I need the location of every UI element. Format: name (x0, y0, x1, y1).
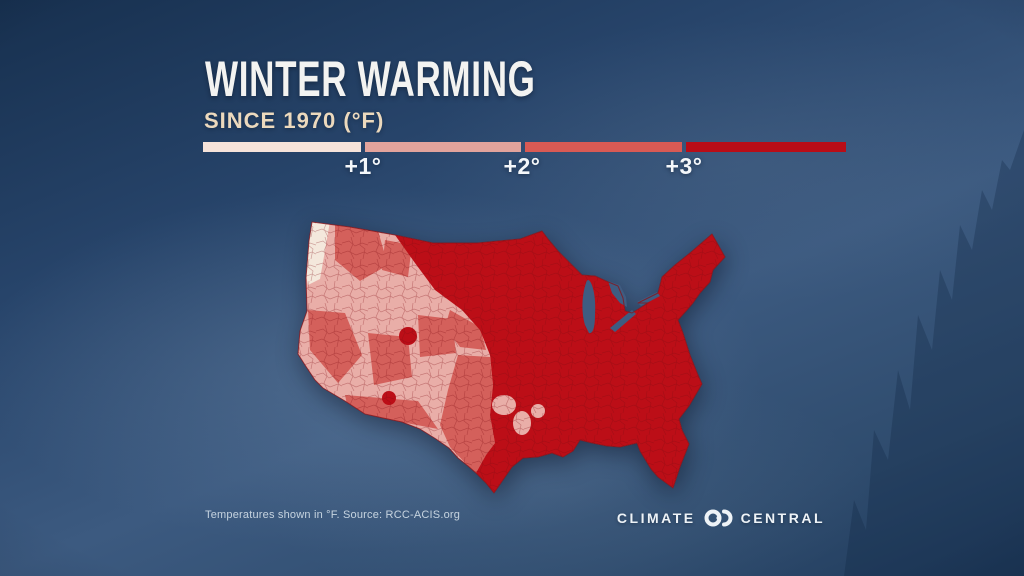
legend-segment-2-3 (525, 142, 682, 152)
climate-central-rings-icon (704, 509, 733, 527)
climate-division-boundaries (298, 222, 725, 493)
legend-tick-plus2: +2° (503, 153, 541, 179)
page-subtitle: SINCE 1970 (°F) (204, 108, 385, 133)
lake-huron (608, 281, 627, 307)
legend-tick-plus1: +1° (344, 153, 382, 179)
color-scale-legend: +1° +2° +3° (203, 142, 846, 184)
lake-erie (610, 310, 636, 332)
page-title: WINTER WARMING (205, 51, 536, 107)
lake-michigan (582, 280, 596, 334)
legend-tick-plus3: +3° (665, 153, 703, 179)
legend-segment-1-2 (365, 142, 521, 152)
legend-segment-under-1 (203, 142, 361, 152)
tree-silhouette (844, 130, 1024, 576)
us-border-outline (297, 221, 726, 494)
logo-word-climate: CLIMATE (616, 510, 696, 526)
source-note: Temperatures shown in °F. Source: RCC-AC… (205, 509, 461, 521)
climate-central-logo: CLIMATE CENTRAL (617, 507, 825, 529)
logo-word-central: CENTRAL (740, 510, 825, 526)
us-warming-choropleth-map (297, 221, 726, 494)
legend-color-bar (203, 142, 846, 152)
legend-segment-over-3 (686, 142, 846, 152)
